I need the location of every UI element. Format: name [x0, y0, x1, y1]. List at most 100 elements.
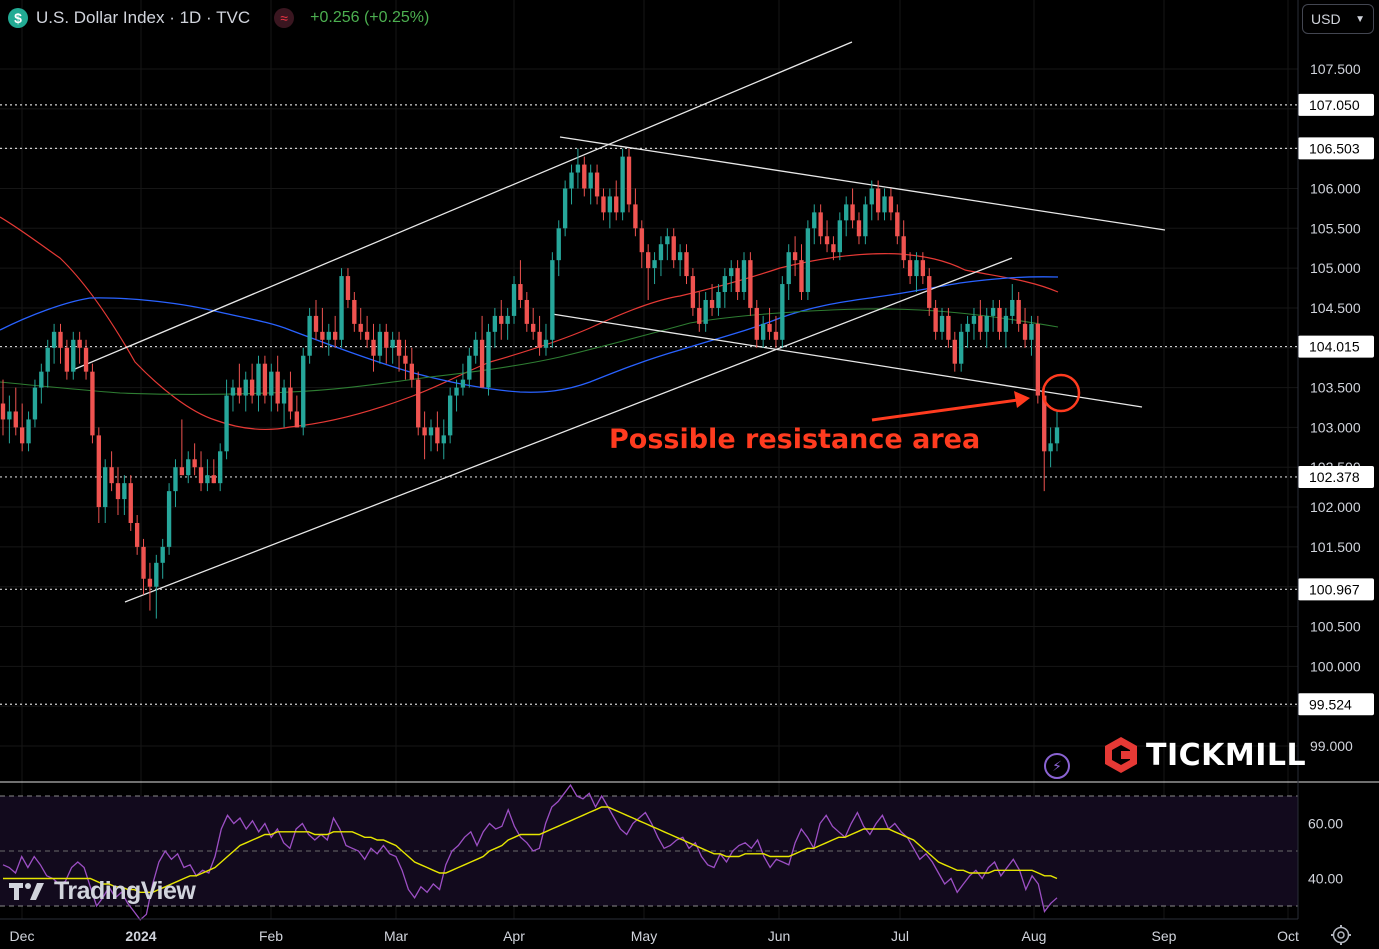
lightning-icon[interactable]: ⚡: [1044, 753, 1070, 779]
candle-body: [1016, 299, 1021, 324]
symbol-title[interactable]: U.S. Dollar Index · 1D · TVC: [36, 8, 251, 27]
time-tick-label: 2024: [125, 928, 156, 944]
candle-body: [492, 315, 498, 332]
candle-body: [409, 363, 414, 380]
candle-body: [837, 220, 842, 253]
time-tick-label: Dec: [10, 928, 35, 944]
candle-body: [352, 299, 357, 324]
ma-blue-line: [0, 276, 1059, 393]
candle-body: [748, 260, 753, 308]
candle-body: [697, 307, 702, 324]
candle-body: [588, 172, 593, 189]
candle-body: [959, 331, 964, 364]
candle-body: [320, 331, 325, 340]
time-tick-label: Feb: [259, 928, 283, 944]
price-tick-label: 105.500: [1310, 220, 1361, 236]
dollar-icon[interactable]: $: [8, 8, 28, 28]
gear-icon[interactable]: [1330, 924, 1352, 946]
candle-body: [531, 323, 536, 332]
candle-body: [831, 244, 836, 253]
candle-body: [633, 204, 638, 229]
candle-body: [620, 156, 625, 213]
candle-body: [773, 331, 779, 340]
candle-body: [486, 331, 491, 388]
time-tick-label: May: [631, 928, 657, 944]
tradingview-mark-icon: [9, 883, 44, 900]
candle-body: [45, 347, 50, 372]
candle-body: [326, 331, 331, 340]
resistance-lower-line: [551, 313, 1143, 408]
candle-body: [256, 363, 261, 396]
rsi-axis: 60.00 40.00: [1308, 816, 1343, 887]
candle-body: [230, 387, 236, 396]
candle-body: [281, 387, 287, 404]
candle-body: [690, 276, 696, 308]
candle-body: [249, 379, 255, 396]
candle-body: [524, 299, 529, 324]
candle-body: [614, 196, 619, 213]
candle-body: [914, 260, 919, 277]
horizontal-price-levels: [0, 104, 1298, 705]
candle-body: [856, 220, 862, 237]
candle-body: [626, 156, 632, 205]
annotation-circle: [1041, 373, 1081, 413]
candle-body: [243, 379, 248, 396]
candle-body: [990, 307, 996, 316]
price-tick-label: 101.500: [1310, 539, 1361, 555]
tickmill-mark-icon: [1105, 737, 1137, 773]
currency-value: USD: [1311, 11, 1341, 27]
price-level-label: 104.015: [1309, 339, 1360, 355]
candle-body: [754, 307, 759, 340]
candle-body: [109, 467, 114, 484]
time-tick-label: Jun: [768, 928, 791, 944]
tradingview-logo: TradingView: [8, 876, 196, 906]
time-axis[interactable]: Dec 2024 Feb Mar Apr May Jun Jul Aug Sep Oct: [10, 928, 1299, 944]
candle-body: [1035, 323, 1041, 396]
candle-body: [179, 467, 185, 476]
candle-body: [90, 371, 95, 436]
candle-body: [479, 339, 485, 388]
candle-body: [863, 204, 868, 237]
price-axis[interactable]: 107.500 106.000 105.500 105.000 104.500 103.5…: [1298, 61, 1374, 754]
candle-body: [134, 522, 140, 547]
tradingview-wordmark: TradingView: [54, 876, 196, 905]
candle-body: [735, 268, 740, 293]
candle-body: [844, 204, 849, 221]
price-tick-label: 100.500: [1310, 619, 1361, 635]
candle-body: [812, 212, 817, 229]
candle-body: [658, 244, 664, 261]
candle-body: [786, 252, 791, 285]
annotation-shapes: [871, 373, 1081, 422]
candle-body: [499, 315, 504, 324]
candle-body: [0, 403, 6, 420]
candle-body: [543, 339, 549, 348]
candle-body: [684, 252, 689, 277]
candle-body: [339, 276, 344, 340]
candle-body: [933, 307, 938, 332]
candle-body: [582, 164, 587, 189]
candle-body: [192, 459, 197, 468]
candle-body: [792, 252, 798, 261]
candle-body: [147, 578, 153, 587]
candle-body: [601, 196, 606, 213]
candle-body: [978, 315, 983, 332]
candle-body: [26, 419, 31, 444]
candle-body: [39, 371, 44, 388]
wave-icon[interactable]: ≈: [274, 8, 295, 28]
price-level-badge: [1298, 578, 1374, 601]
candle-body: [460, 379, 466, 388]
candle-body: [511, 284, 517, 316]
resistance-upper-line: [559, 136, 1166, 231]
candle-body: [447, 395, 453, 436]
candle-body: [422, 427, 427, 436]
price-level-label: 99.524: [1309, 696, 1352, 712]
candle-body: [952, 339, 957, 364]
candle-body: [569, 172, 574, 189]
rsi-ma-line: [3, 806, 1058, 893]
currency-select[interactable]: USD ▼: [1302, 4, 1374, 34]
time-tick-label: Aug: [1022, 928, 1047, 944]
candle-body: [211, 475, 216, 484]
candle-body: [32, 387, 38, 420]
price-level-badge: [1298, 465, 1374, 488]
